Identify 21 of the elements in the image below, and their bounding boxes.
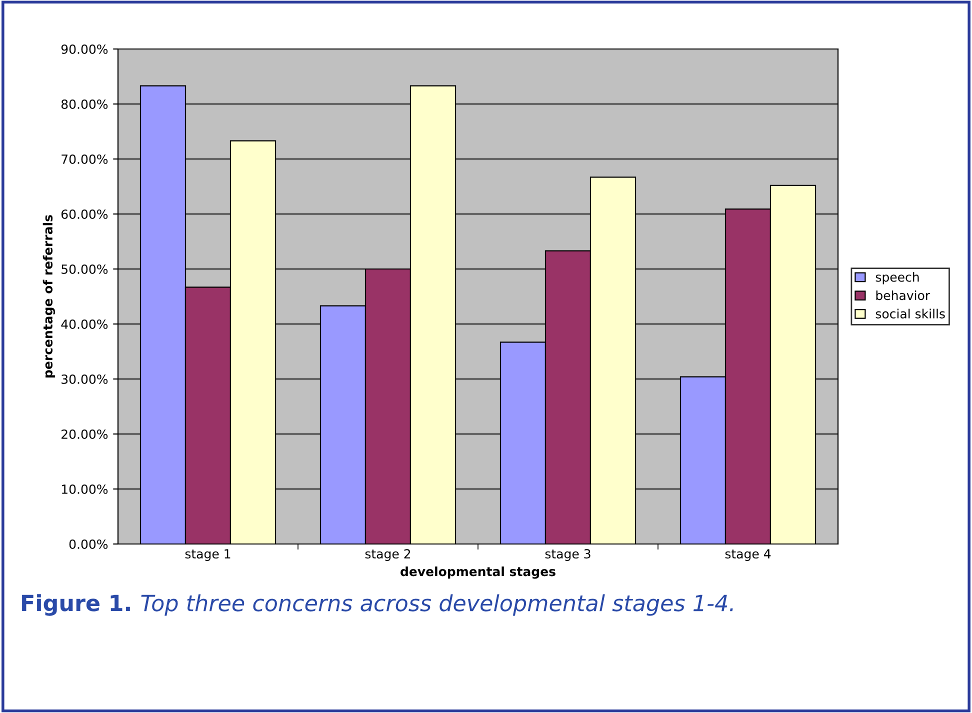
y-tick-label: 30.00% [62,374,108,384]
y-tick-label: 10.00% [62,484,108,494]
x-axis-title: developmental stages [400,566,556,579]
y-tick-label: 70.00% [62,154,108,164]
y-tick-label: 60.00% [61,209,108,219]
x-tick-label: stage 2 [365,549,410,561]
y-tick-label: 50.00% [62,264,108,274]
y-tick-label: 80.00% [61,99,108,109]
x-tick-label: stage 4 [725,549,771,561]
legend-label: speech [876,272,919,284]
text: Top three concerns across developmental stages 1-4. [141,594,733,616]
legend-label: behavior [876,290,930,300]
y-axis-title: percentage of referrals [42,215,56,378]
y-tick-label: 0.00% [69,539,108,549]
x-tick-label: stage 1 [185,549,230,561]
y-tick-label: 20.00% [62,429,108,439]
y-tick-label: 40.00% [61,319,108,329]
legend-label: social skills [876,308,945,318]
x-tick-label: stage 3 [545,549,590,561]
y-tick-label: 90.00% [61,44,108,54]
caption: Figure 1. [22,594,130,616]
